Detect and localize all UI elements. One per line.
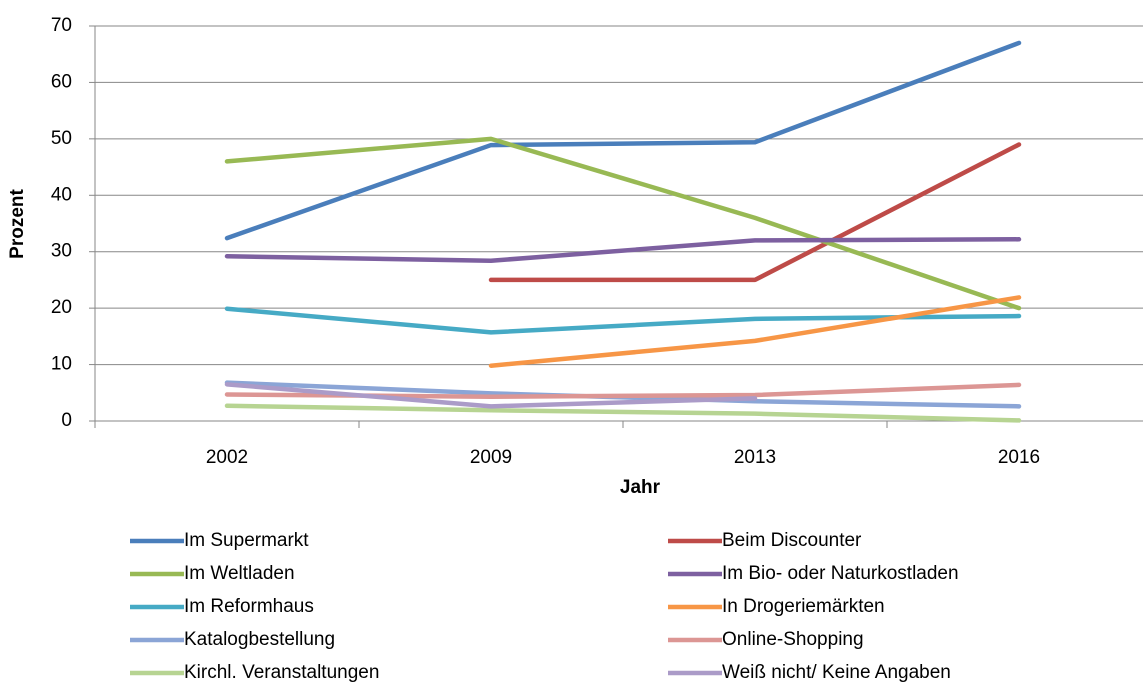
- series-line: [224, 40, 1022, 241]
- y-axis-label: Prozent: [7, 188, 28, 258]
- y-tick-label: 40: [51, 184, 72, 205]
- legend-label: Im Weltladen: [184, 563, 295, 584]
- legend-label: Beim Discounter: [722, 530, 862, 551]
- legend-label: Weiß nicht/ Keine Angaben: [722, 662, 951, 683]
- legend-label: Online-Shopping: [722, 629, 864, 650]
- series-line: [224, 382, 758, 409]
- series-line: [224, 306, 1022, 335]
- series-line: [224, 403, 1022, 423]
- legend-label: Im Bio- oder Naturkostladen: [722, 563, 959, 584]
- series-line: [224, 237, 1022, 263]
- x-axis-label: Jahr: [620, 477, 661, 498]
- y-tick-label: 0: [61, 410, 72, 431]
- x-tick-label: 2016: [998, 447, 1040, 468]
- y-tick-label: 20: [51, 297, 72, 318]
- y-tick-label: 70: [51, 15, 72, 36]
- x-tick-label: 2013: [734, 447, 776, 468]
- legend-label: In Drogeriemärkten: [722, 596, 885, 617]
- y-tick-label: 60: [51, 71, 72, 92]
- legend-label: Katalogbestellung: [184, 629, 335, 650]
- x-tick-label: 2009: [470, 447, 512, 468]
- y-tick-label: 50: [51, 128, 72, 149]
- y-tick-label: 10: [51, 354, 72, 375]
- legend-label: Kirchl. Veranstaltungen: [184, 662, 379, 683]
- legend-label: Im Supermarkt: [184, 530, 309, 551]
- series-line: [488, 295, 1022, 368]
- y-tick-label: 30: [51, 241, 72, 262]
- series-line: [224, 136, 1022, 311]
- x-tick-label: 2002: [206, 447, 248, 468]
- legend-label: Im Reformhaus: [184, 596, 314, 617]
- series-line: [488, 142, 1022, 283]
